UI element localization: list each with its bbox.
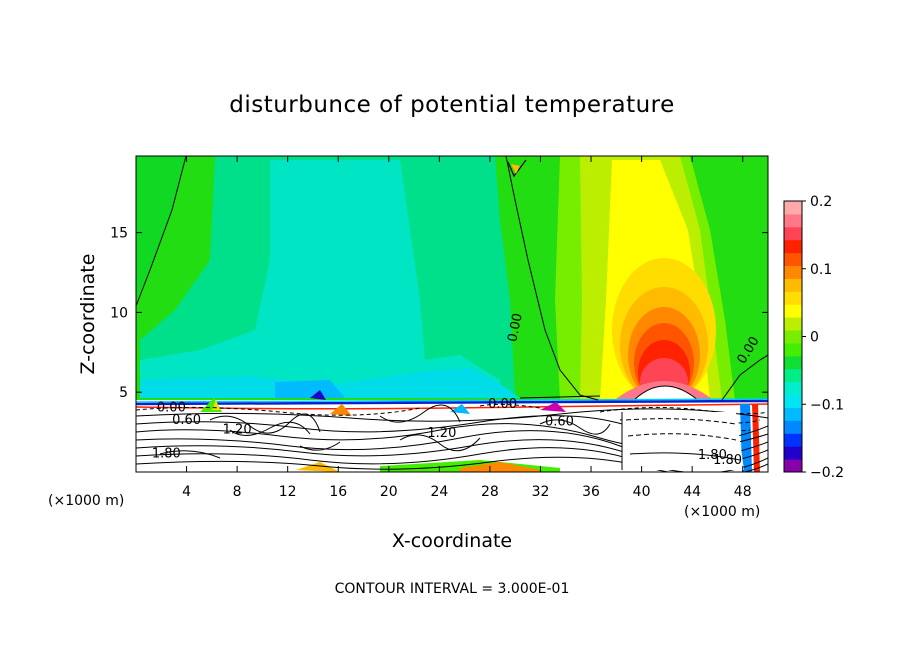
x-tick-label: 12 [279,484,297,500]
colorbar-segment [784,420,802,434]
colorbar-segment [784,317,802,331]
inversion-cyan-line [136,398,768,403]
x-tick-label: 20 [380,484,398,500]
contour-label: 0.00 [505,312,526,343]
plot-frame [135,155,769,473]
colorbar-segment [784,291,802,305]
colorbar-segment [784,226,802,241]
x-tick-label: 44 [683,484,701,500]
floor-orange-left [296,462,340,472]
lower-magenta-spot [540,402,566,412]
colorbar-segment [784,446,802,460]
colorbar-segment [784,304,802,318]
light-blue-band [140,368,520,398]
contour-interval-note: CONTOUR INTERVAL = 3.000E-01 [335,581,570,597]
colorbar-segment [784,330,802,344]
plot-area: 0.000.000.00 0.000.60 0.601.20 1.201.80 1.80… [135,155,769,473]
x-tick-label: 24 [430,484,448,500]
colorbar-tick-label: −0.2 [810,465,844,481]
colorbar: 0.2 0.1 0 −0.1 −0.2 [783,194,844,481]
chart-title: disturbunce of potential temperature [229,92,675,118]
colorbar-segment [784,433,802,447]
x-unit-left: (×1000 m) [48,493,124,509]
colorbar-segment [784,368,802,383]
contour-label: 1.80 [152,447,181,462]
contour-label: 1.80 [713,453,742,468]
cyan-region [140,160,500,398]
inversion-blue-line [136,399,768,406]
lower-orange-spot [330,404,352,416]
colorbar-segment [784,342,802,357]
x-tick-label: 4 [182,484,191,500]
lower-blue-spot [310,390,326,400]
cold-pool-contours [621,412,741,470]
contour-label: 0.00 [157,400,186,415]
colorbar-segment [784,278,802,292]
y-tick-label: 10 [110,305,128,321]
contour-label: 0.60 [172,413,201,428]
x-tick-label: 40 [633,484,651,500]
colorbar-segment [784,381,802,396]
y-axis-label: Z-coordinate [77,254,99,375]
colorbar-segment [784,394,802,408]
colorbar-segment [784,459,802,473]
contour-label-layer: 0.000.000.00 0.000.60 0.601.20 1.201.80 1.80… [152,312,763,468]
contour-label: 1.80 [698,448,727,463]
contour-label: 0.60 [545,415,574,430]
x-tick-label: 48 [734,484,752,500]
contour-label: 1.20 [427,426,456,441]
floor-orange-band [460,462,540,472]
colorbar-tick-label: 0.1 [810,262,832,278]
colorbar-tick-label: −0.1 [810,397,844,413]
y-axis: 5 10 15 [110,226,768,401]
colorbar-segment [784,407,802,421]
x-axis-label: X-coordinate [392,530,512,552]
x-tick-label: 16 [329,484,347,500]
right-blue-strip [740,404,752,472]
colorbar-segment [784,355,802,370]
potential-temperature-field: 0.000.000.00 0.000.60 0.601.20 1.201.80 1.80… [136,156,768,472]
colorbar-tick-label: 0 [810,330,819,346]
upper-green-band-left [136,156,185,300]
x-tick-label: 28 [481,484,499,500]
contour-label: 0.00 [488,397,517,412]
bubble-outline [631,385,701,403]
colorbar-segment [784,252,802,267]
colorbar-tick-label: 0.2 [810,194,832,210]
upper-thin-line [507,159,527,178]
x-tick-label: 32 [532,484,550,500]
x-unit-right: (×1000 m) [684,504,760,520]
upper-orange-patch [511,164,520,174]
y-tick-label: 15 [110,226,128,242]
x-tick-label: 36 [582,484,600,500]
lower-cyan-spot [450,404,470,414]
blue-patch [275,380,345,398]
y-tick-label: 5 [119,385,128,401]
contour-label: 1.20 [223,423,252,438]
colorbar-segment [784,201,802,215]
colorbar-segment [784,265,802,279]
x-axis: 4 8 12 16 20 24 28 32 36 40 44 48 [182,156,752,500]
x-tick-label: 8 [233,484,242,500]
colorbar-segment [784,239,802,254]
colorbar-segment [784,213,802,228]
